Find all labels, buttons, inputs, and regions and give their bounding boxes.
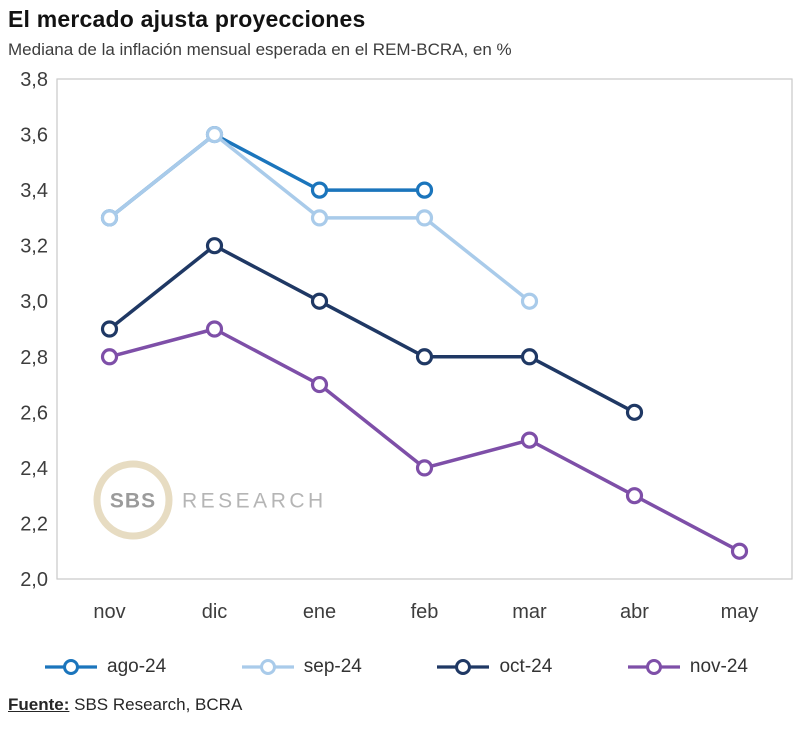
data-point-nov-24-abr bbox=[625, 487, 644, 505]
data-point-oct-24-dic bbox=[205, 237, 224, 255]
y-axis-tick-label: 3,2 bbox=[20, 236, 48, 258]
y-axis-tick-label: 3,0 bbox=[20, 291, 48, 313]
series-line-oct-24 bbox=[107, 243, 637, 415]
data-point-oct-24-nov bbox=[100, 320, 119, 338]
data-point-nov-24-ene bbox=[310, 375, 329, 394]
y-axis-tick-label: 2,8 bbox=[20, 347, 48, 369]
data-point-sep-24-feb bbox=[415, 209, 434, 227]
y-axis-tick-label: 2,6 bbox=[20, 402, 48, 424]
x-axis-tick-label: feb bbox=[411, 601, 439, 623]
legend-label-oct-24: oct-24 bbox=[499, 656, 553, 677]
legend-label-ago-24: ago-24 bbox=[107, 656, 167, 677]
y-axis-tick-label: 3,6 bbox=[20, 125, 48, 147]
legend-item-ago-24: ago-24 bbox=[44, 656, 166, 678]
data-point-nov-24-nov bbox=[100, 348, 119, 366]
data-point-ago-24-feb bbox=[415, 181, 434, 199]
data-point-oct-24-mar bbox=[520, 348, 539, 366]
legend-label-nov-24: nov-24 bbox=[689, 656, 748, 677]
data-point-nov-24-may bbox=[730, 542, 749, 560]
data-point-oct-24-ene bbox=[310, 292, 329, 310]
legend-marker-sep-24 bbox=[241, 659, 294, 675]
y-axis-tick-label: 2,0 bbox=[20, 569, 48, 591]
data-point-nov-24-mar bbox=[520, 431, 539, 449]
x-axis-tick-label: ene bbox=[303, 601, 336, 623]
data-point-nov-24-dic bbox=[205, 320, 224, 338]
source-note: Fuente: SBS Research, BCRA bbox=[0, 695, 800, 715]
y-axis-tick-label: 3,8 bbox=[20, 69, 48, 91]
y-axis-tick-label: 3,4 bbox=[20, 180, 48, 202]
watermark-label-text: RESEARCH bbox=[182, 489, 327, 512]
x-axis-tick-label: may bbox=[721, 601, 759, 623]
source-label: Fuente: bbox=[8, 695, 70, 714]
x-axis-tick-label: dic bbox=[202, 601, 228, 623]
x-axis-tick-label: nov bbox=[93, 601, 125, 623]
legend-marker-nov-24 bbox=[627, 659, 680, 675]
y-axis-tick-label: 2,2 bbox=[20, 513, 48, 535]
data-point-oct-24-feb bbox=[415, 348, 434, 366]
data-point-oct-24-abr bbox=[625, 403, 644, 421]
chart-legend: ago-24 sep-24 oct-24 nov-24 bbox=[0, 651, 800, 683]
watermark-badge-text: SBS bbox=[110, 489, 156, 512]
y-axis-tick-label: 2,4 bbox=[20, 458, 48, 480]
data-point-sep-24-dic bbox=[205, 125, 224, 144]
data-point-sep-24-ene bbox=[310, 209, 329, 227]
data-point-sep-24-nov bbox=[100, 209, 119, 227]
inflation-line-chart: 2,0 2,2 2,4 2,6 2,8 3,0 3,2 3,4 3,6 3,8 nov dic ene f… bbox=[20, 69, 793, 623]
x-axis-tick-label: abr bbox=[620, 601, 649, 623]
legend-item-nov-24: nov-24 bbox=[627, 656, 748, 678]
chart-title: El mercado ajusta proyecciones bbox=[8, 6, 366, 32]
data-point-nov-24-feb bbox=[415, 459, 434, 477]
legend-item-oct-24: oct-24 bbox=[436, 656, 552, 678]
data-point-sep-24-mar bbox=[520, 292, 539, 310]
data-point-ago-24-ene bbox=[310, 181, 329, 199]
source-text: SBS Research, BCRA bbox=[69, 695, 243, 714]
chart-header: El mercado ajusta proyecciones Mediana d… bbox=[0, 6, 800, 60]
chart-container: 2,0 2,2 2,4 2,6 2,8 3,0 3,2 3,4 3,6 3,8 nov dic ene f… bbox=[0, 64, 800, 649]
sbs-logo-icon bbox=[93, 460, 173, 540]
x-axis-tick-label: mar bbox=[512, 601, 547, 623]
chart-subtitle: Mediana de la inflación mensual esperada… bbox=[8, 40, 512, 59]
legend-marker-oct-24 bbox=[437, 659, 490, 675]
legend-item-sep-24: sep-24 bbox=[241, 656, 362, 678]
legend-marker-ago-24 bbox=[45, 659, 97, 675]
legend-label-sep-24: sep-24 bbox=[303, 656, 362, 677]
